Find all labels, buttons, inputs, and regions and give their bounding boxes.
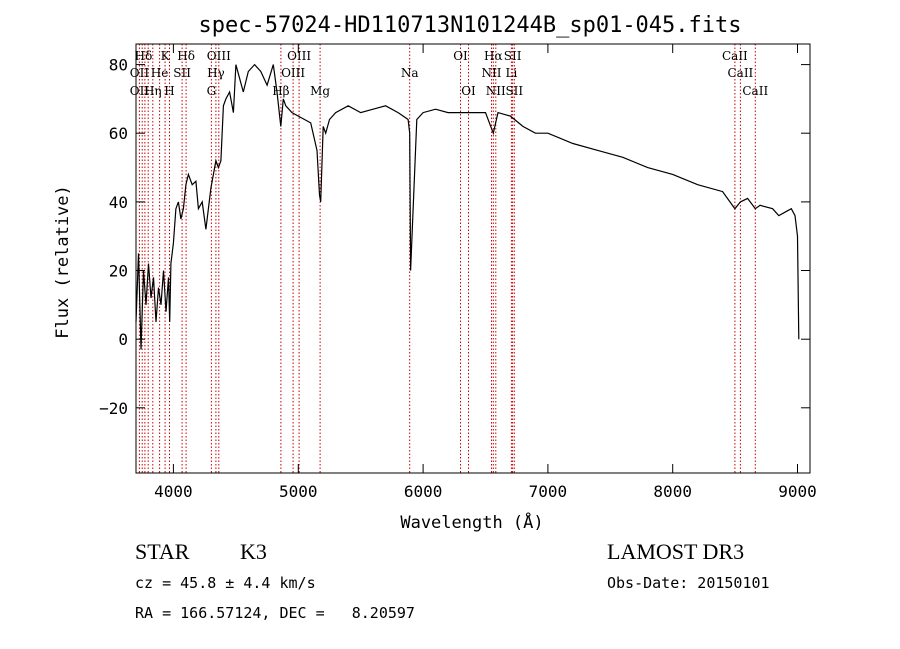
line-label: CaII <box>722 49 748 63</box>
redshift-text: cz = 45.8 ± 4.4 km/s <box>135 574 316 592</box>
line-label: OI <box>461 84 476 98</box>
obs-date-text: Obs-Date: 20150101 <box>607 574 770 592</box>
y-tick-label: 40 <box>109 193 128 212</box>
line-label: OI <box>453 49 468 63</box>
emission-line-markers <box>138 44 756 473</box>
plot-frame <box>135 43 811 474</box>
line-label: Na <box>401 66 419 80</box>
x-tick-label: 9000 <box>778 482 817 501</box>
survey-name: LAMOST DR3 <box>607 539 745 564</box>
x-tick-label: 8000 <box>653 482 692 501</box>
y-axis-ticks: −20 0 20 40 60 80 <box>99 56 810 418</box>
y-tick-label: 60 <box>109 124 128 143</box>
line-label: He <box>151 66 169 80</box>
line-label: H <box>164 84 174 98</box>
line-label: K <box>161 49 171 63</box>
y-tick-label: 0 <box>118 330 128 349</box>
x-tick-label: 7000 <box>529 482 568 501</box>
spectrum-series-line <box>135 63 800 350</box>
line-label: Hβ <box>272 84 289 98</box>
y-tick-label: 20 <box>109 262 128 281</box>
x-axis-label: Wavelength (Å) <box>400 511 543 533</box>
spectral-subclass: K3 <box>240 539 267 564</box>
coordinates-text: RA = 166.57124, DEC = 8.20597 <box>135 604 415 622</box>
line-label: Li <box>505 66 517 80</box>
line-label: CaII <box>727 66 753 80</box>
line-label: OIII <box>287 49 311 63</box>
line-label: Hγ <box>207 66 225 80</box>
y-tick-label: −20 <box>99 399 128 418</box>
line-label: Hα <box>484 49 503 63</box>
x-tick-label: 6000 <box>404 482 443 501</box>
line-label: OIII <box>281 66 305 80</box>
line-label: SII <box>504 49 522 63</box>
y-axis-label: Flux (relative) <box>53 185 73 339</box>
object-class: STAR <box>135 539 190 564</box>
line-label: G <box>207 84 217 98</box>
chart-title: spec-57024-HD110713N101244B_sp01-045.fit… <box>198 13 741 38</box>
line-label: CaII <box>742 84 768 98</box>
line-label: Hδ <box>135 49 153 63</box>
x-tick-label: 5000 <box>279 482 318 501</box>
line-label: NII <box>482 66 502 80</box>
line-label: SII <box>173 66 191 80</box>
x-axis-ticks: 4000 5000 6000 7000 8000 9000 <box>154 44 817 501</box>
line-label: OIII <box>207 49 231 63</box>
line-label: Hη <box>144 84 162 98</box>
y-tick-label: 80 <box>109 56 128 75</box>
line-label: NII <box>486 84 506 98</box>
line-label: OII <box>130 84 150 98</box>
x-tick-label: 4000 <box>154 482 193 501</box>
line-label: OII <box>130 66 150 80</box>
line-label: Mg <box>310 84 330 98</box>
line-label: SII <box>505 84 523 98</box>
line-label: Hδ <box>177 49 195 63</box>
